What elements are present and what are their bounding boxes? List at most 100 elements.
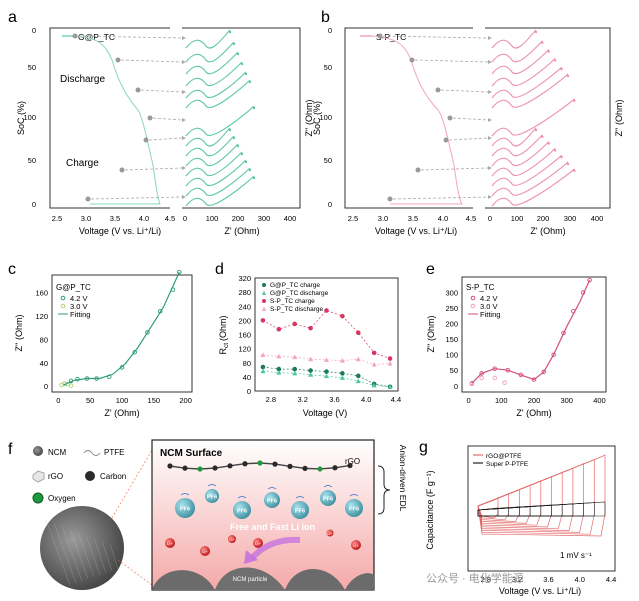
- sphere-fiber: [85, 534, 101, 576]
- panel-g-ylabel: Capacitance (F g⁻¹): [425, 470, 435, 549]
- legend-item: 3.0 V: [70, 302, 88, 311]
- panel-f: f NCM PTFE rGO Carbon Oxygen NCM Surface…: [8, 439, 408, 591]
- oxygen-atom: [197, 466, 203, 472]
- nyquist-curve: [491, 148, 556, 177]
- ncm-icon: [33, 446, 43, 456]
- xtick: 300: [258, 214, 271, 223]
- panel-g-xlabel: Voltage (V vs. Li⁺/Li): [499, 586, 581, 596]
- ytick: 250: [445, 304, 458, 313]
- dashed-arrow: [414, 59, 489, 63]
- arrowhead: [488, 136, 492, 140]
- dashed-arrow: [440, 89, 489, 93]
- panel-a-left-yticks: 0 50 100 50 0: [23, 26, 36, 209]
- ytick: 0: [44, 382, 48, 391]
- li-flow-arrowhead: [244, 550, 258, 564]
- xtick: 200: [537, 214, 550, 223]
- panel-e-legend-title: S-P_TC: [466, 283, 495, 292]
- legend-item: 4.2 V: [480, 294, 498, 303]
- ytick: 80: [40, 335, 48, 344]
- li-ion: [326, 529, 334, 537]
- nyquist-point: [547, 142, 550, 145]
- data-point: [355, 373, 361, 379]
- ytick: 240: [238, 302, 251, 311]
- soc-marker: [119, 167, 125, 173]
- data-point: [355, 356, 361, 362]
- ncm-particle: [152, 570, 215, 590]
- panel-e-yticks: 0 50 100 150 200 250 300: [445, 289, 458, 391]
- pf6-label: PF6: [180, 507, 190, 513]
- xtick: 4.5: [466, 214, 476, 223]
- zoom-line: [117, 559, 153, 586]
- legend-item: 4.2 V: [70, 294, 88, 303]
- nyquist-curve: [185, 167, 251, 197]
- data-point: [502, 380, 507, 385]
- nyquist-point: [240, 62, 244, 66]
- nyquist-point: [232, 136, 236, 140]
- ytick: 40: [40, 359, 48, 368]
- cv-loop-superp: [477, 502, 584, 517]
- data-point: [387, 384, 393, 389]
- soc-marker: [143, 137, 149, 143]
- panel-e-letter: e: [426, 261, 435, 278]
- xtick: 400: [593, 396, 606, 405]
- legend-item: rGO@PTFE: [486, 453, 522, 460]
- li-flow-arrow: [249, 536, 301, 561]
- nyquist-curve: [491, 168, 575, 207]
- li-label: Li+: [353, 543, 359, 548]
- series-line: [262, 370, 391, 388]
- dashed-arrow: [124, 167, 183, 171]
- rgo-label: rGO: [345, 457, 360, 466]
- carbon-icon: [85, 471, 95, 481]
- pf6-ion: [175, 498, 195, 518]
- dashed-arrow: [148, 137, 183, 141]
- xtick: 4.0: [139, 214, 149, 223]
- legend-item: G@P_TC charge: [270, 282, 320, 289]
- panel-f-letter: f: [8, 441, 13, 458]
- ytick: 0: [247, 387, 251, 396]
- nyquist-curve: [185, 79, 251, 109]
- nyquist-curve: [491, 29, 537, 49]
- xtick: 3.6: [329, 395, 339, 404]
- edl-label: Anion-driven EDL: [398, 445, 408, 512]
- data-point: [355, 378, 361, 384]
- li-flow-text: Free and Fast Li ion: [230, 522, 315, 532]
- xtick: 3.5: [408, 214, 418, 223]
- soc-marker: [435, 87, 441, 93]
- nyquist-curve: [491, 49, 550, 75]
- nyquist-point: [547, 50, 550, 53]
- nyquist-point: [244, 72, 248, 76]
- data-point: [371, 350, 377, 356]
- legend-item: Fitting: [480, 310, 500, 319]
- nyquist-curve: [185, 51, 239, 75]
- series-line: [262, 310, 391, 359]
- carbon-atom: [332, 465, 338, 471]
- panel-b-left-yticks: 0 50 100 50 0: [319, 26, 332, 209]
- nyquist-curve: [185, 127, 231, 147]
- soc-marker: [447, 115, 453, 121]
- xtick: 2.8: [481, 575, 491, 584]
- xtick: 4.4: [391, 395, 401, 404]
- ylabel-sub: ct: [223, 343, 230, 348]
- ytick: 50: [28, 156, 36, 165]
- carbon-atom: [212, 465, 218, 471]
- panel-d-frame: [254, 277, 399, 392]
- series-line: [262, 366, 391, 388]
- cv-loop-rgo: [477, 484, 531, 524]
- nyquist-curve: [185, 143, 239, 167]
- ytick: 160: [35, 289, 48, 298]
- panel-d-plot: [260, 308, 393, 390]
- panel-a-nyquist: [185, 29, 256, 207]
- arrowhead: [182, 195, 186, 199]
- nyquist-curve: [491, 58, 556, 87]
- dashed-arrow: [420, 167, 489, 171]
- series-line: [262, 354, 391, 365]
- nyquist-point: [248, 80, 252, 84]
- soc-marker: [115, 57, 121, 63]
- panel-c-xlabel: Z' (Ohm): [104, 408, 139, 418]
- ytick: 0: [454, 382, 458, 391]
- nyquist-curve: [185, 61, 243, 87]
- ytick: 300: [445, 289, 458, 298]
- xtick: 150: [148, 396, 161, 405]
- nyquist-point: [244, 160, 248, 164]
- annot-charge: Charge: [66, 158, 99, 169]
